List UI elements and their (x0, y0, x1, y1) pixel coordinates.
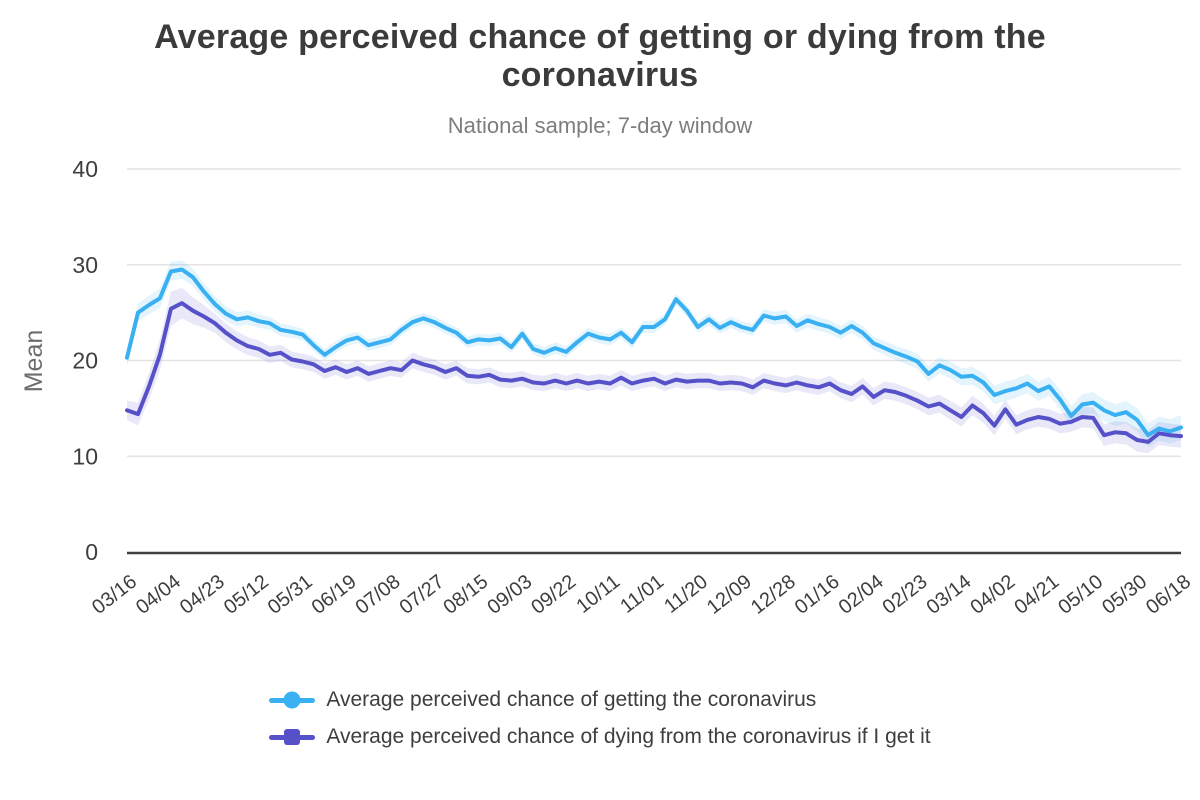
y-tick-label: 0 (85, 539, 98, 565)
series-line (125, 301, 1183, 444)
x-tick-label: 12/09 (703, 571, 756, 619)
x-tick-label: 01/16 (791, 571, 844, 619)
y-tick-label: 30 (72, 252, 98, 278)
legend-label-getting: Average perceived chance of getting the … (326, 688, 817, 711)
x-tick-label: 06/19 (308, 571, 361, 619)
x-tick-label: 05/31 (264, 571, 317, 619)
chart-title: Average perceived chance of getting or d… (154, 18, 1046, 94)
legend-items: Average perceived chance of getting the … (269, 688, 931, 749)
x-tick-label: 05/10 (1054, 571, 1107, 619)
legend: Average perceived chance of getting the … (0, 688, 1200, 749)
y-axis-tick-labels: 0 10 20 30 40 (72, 156, 98, 565)
x-tick-label: 07/08 (352, 571, 405, 619)
x-tick-label: 11/20 (660, 571, 712, 618)
x-tick-label: 04/02 (966, 571, 1019, 619)
chart-subtitle: National sample; 7-day window (447, 113, 753, 138)
y-axis-title: Mean (20, 330, 48, 393)
legend-label-dying: Average perceived chance of dying from t… (326, 725, 931, 748)
x-tick-label: 03/16 (88, 571, 141, 619)
x-tick-label: 04/23 (176, 571, 229, 619)
x-tick-label: 11/01 (616, 571, 668, 618)
x-tick-label: 02/23 (879, 571, 932, 619)
y-tick-label: 20 (72, 348, 98, 374)
x-tick-label: 09/22 (527, 571, 580, 619)
legend-marker-square-icon (269, 728, 316, 746)
x-tick-label: 04/21 (1010, 571, 1063, 619)
x-tick-label: 02/04 (835, 571, 888, 619)
series-line (125, 267, 1183, 438)
x-tick-label: 04/04 (132, 571, 185, 619)
series-lines (125, 267, 1183, 444)
x-tick-label: 05/12 (220, 571, 273, 619)
x-axis-tick-labels: 03/1604/0404/2305/1205/3106/1907/0807/27… (88, 571, 1195, 619)
y-tick-label: 10 (72, 443, 98, 469)
legend-item-dying[interactable]: Average perceived chance of dying from t… (269, 725, 931, 749)
confidence-band (127, 287, 1181, 454)
x-tick-label: 05/30 (1098, 571, 1151, 619)
x-tick-label: 07/27 (395, 571, 448, 619)
x-tick-label: 06/18 (1142, 571, 1195, 619)
y-tick-label: 40 (72, 156, 98, 182)
confidence-bands (127, 260, 1181, 454)
x-tick-label: 10/11 (572, 571, 624, 618)
x-tick-label: 12/28 (747, 571, 800, 619)
x-tick-label: 09/03 (483, 571, 536, 619)
legend-item-getting[interactable]: Average perceived chance of getting the … (269, 688, 816, 712)
legend-marker-circle-icon (269, 691, 316, 709)
x-tick-label: 03/14 (922, 571, 975, 619)
x-tick-label: 08/15 (439, 571, 492, 619)
